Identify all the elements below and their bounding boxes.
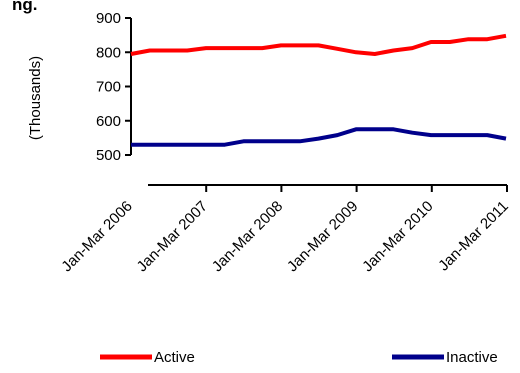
y-tick-label: 700 — [96, 79, 121, 96]
x-tick-label: Jan-Mar 2009 — [284, 198, 361, 275]
legend-label-inactive: Inactive — [446, 349, 498, 366]
y-tick-label: 800 — [96, 44, 121, 61]
series-line-active — [130, 33, 507, 56]
x-tick-label: Jan-Mar 2006 — [58, 198, 135, 275]
chart-title-fragment: ng. — [12, 0, 38, 14]
legend: Active Inactive — [100, 349, 498, 366]
legend-label-active: Active — [154, 349, 195, 366]
axes — [125, 17, 508, 192]
x-tick-label: Jan-Mar 2008 — [209, 198, 286, 275]
y-axis-label: (Thousands) — [27, 56, 44, 140]
x-tick-label: Jan-Mar 2007 — [134, 198, 211, 275]
y-tick-label: 900 — [96, 10, 121, 27]
series-group — [130, 33, 507, 147]
y-tick-label: 600 — [96, 113, 121, 130]
x-tick-label: Jan-Mar 2010 — [359, 198, 436, 275]
x-tick-label: Jan-Mar 2011 — [435, 198, 512, 275]
series-line-inactive — [131, 127, 507, 147]
y-tick-label: 500 — [96, 147, 121, 164]
